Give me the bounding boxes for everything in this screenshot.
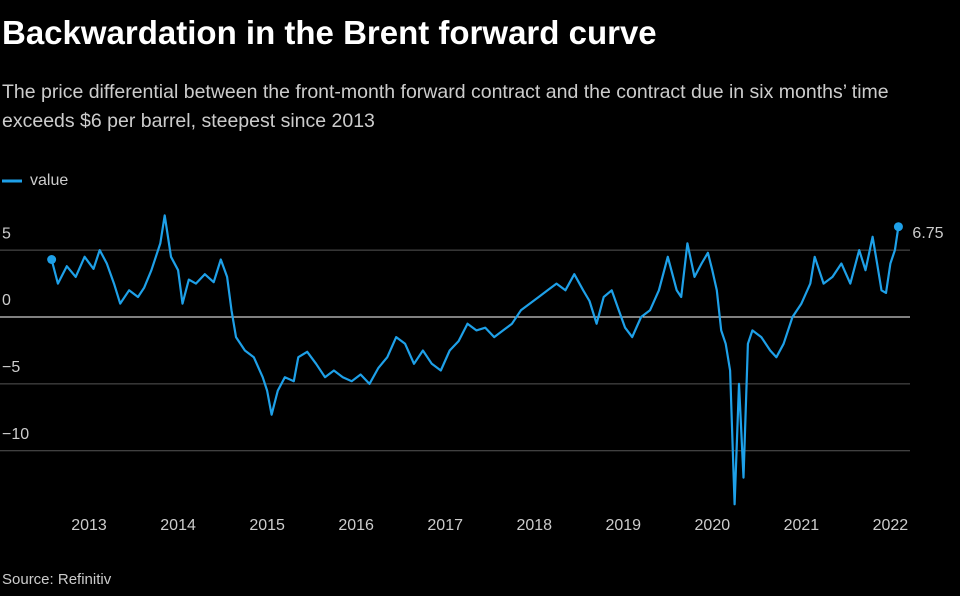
y-tick-label: −5 [2, 359, 20, 376]
x-tick-label: 2015 [249, 517, 285, 534]
y-tick-label: 0 [2, 292, 11, 309]
source: Source: Refinitiv [2, 571, 112, 588]
legend-label: value [30, 172, 68, 189]
x-tick-label: 2019 [605, 517, 641, 534]
x-tick-label: 2016 [338, 517, 374, 534]
x-tick-label: 2013 [71, 517, 107, 534]
series-line [50, 214, 900, 506]
x-tick-label: 2018 [516, 517, 552, 534]
y-tick-label: 5 [2, 225, 11, 242]
x-tick-label: 2014 [160, 517, 196, 534]
end-marker [47, 254, 57, 264]
x-tick-label: 2020 [695, 517, 731, 534]
chart-subtitle: The price differential between the front… [2, 81, 889, 132]
x-tick-label: 2017 [427, 517, 463, 534]
x-tick-label: 2022 [873, 517, 909, 534]
chart-title: Backwardation in the Brent forward curve [2, 14, 657, 51]
end-marker [893, 222, 903, 232]
value-label: 6.75 [912, 225, 943, 242]
y-tick-label: −10 [2, 426, 29, 443]
x-tick-label: 2021 [784, 517, 820, 534]
